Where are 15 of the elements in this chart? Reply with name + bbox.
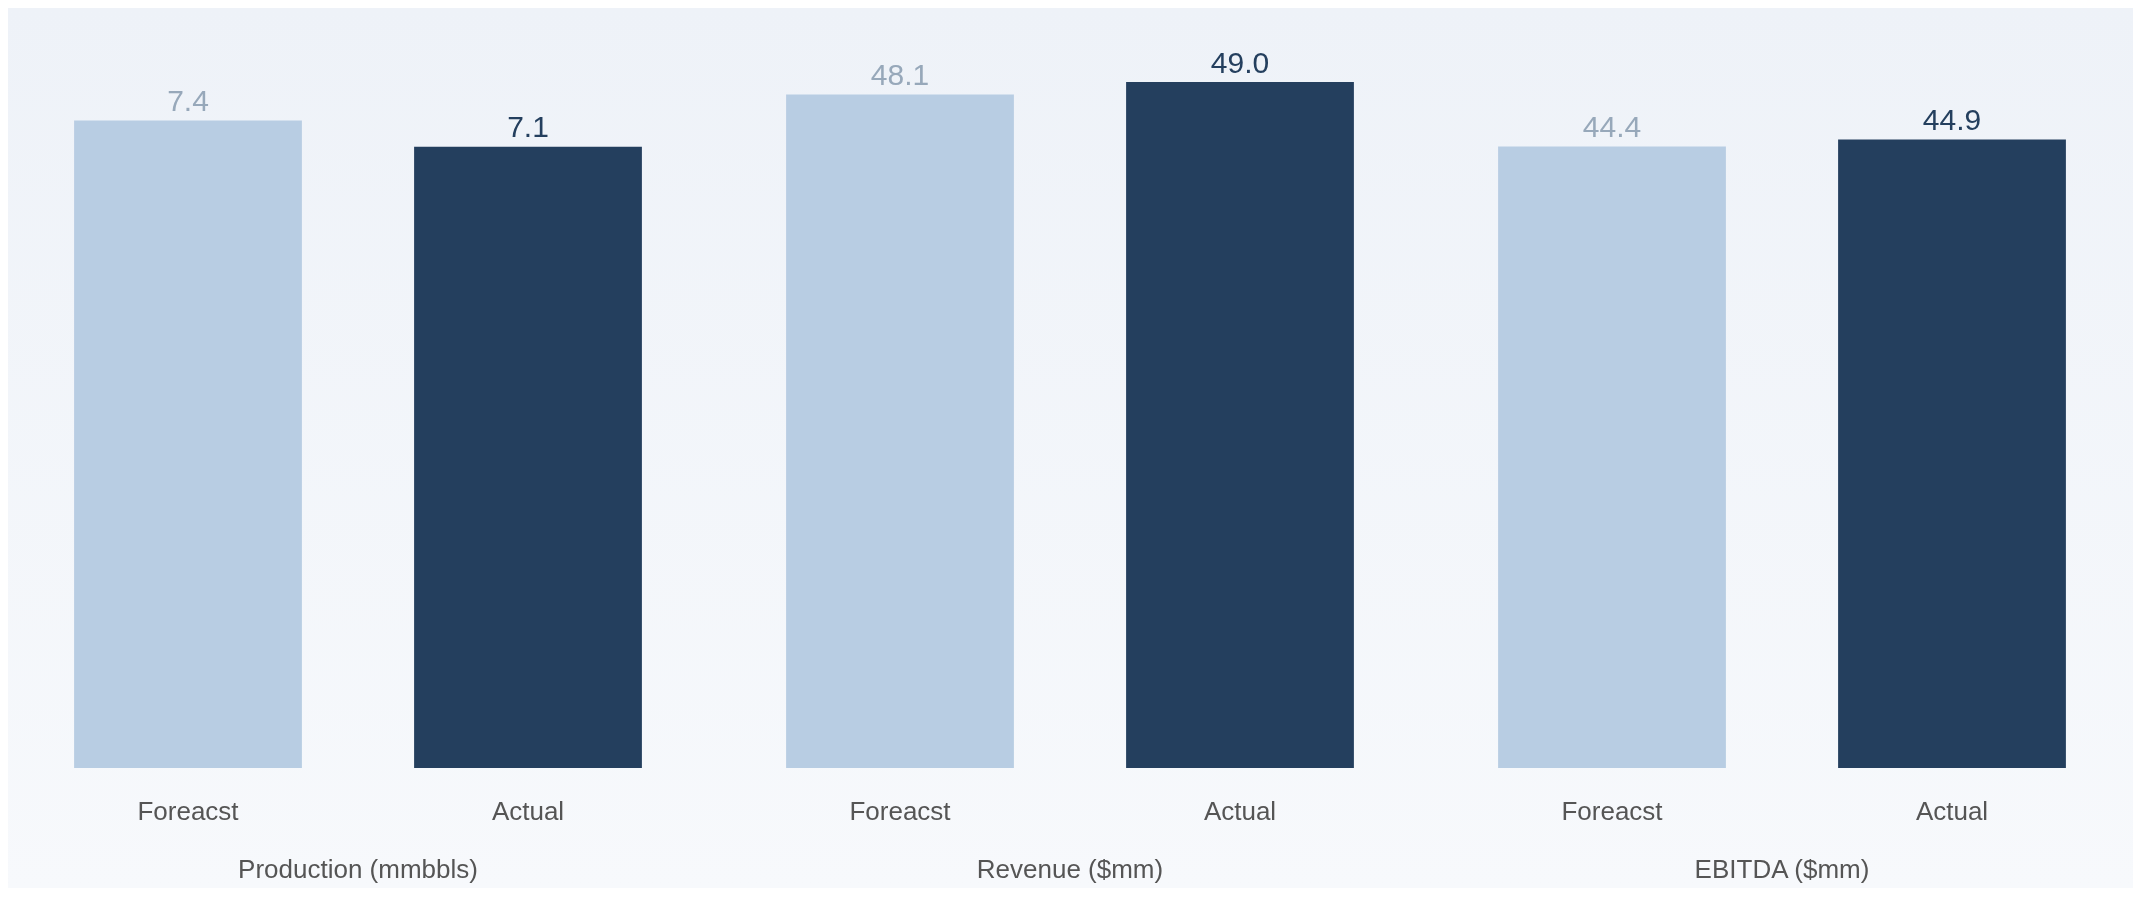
data-label: 7.1 <box>507 110 549 144</box>
data-label: 7.4 <box>167 84 209 117</box>
x-axis-title: Revenue ($mm) <box>976 854 1164 884</box>
x-axis-title: Production (mmbbls) <box>238 854 478 884</box>
data-label: 48.1 <box>870 58 930 92</box>
data-label: 44.4 <box>1582 109 1642 143</box>
x-tick-label: Foreacst <box>137 796 240 826</box>
x-tick-label: Foreacst <box>1561 796 1664 826</box>
x-axis-title: EBITDA ($mm) <box>1694 854 1870 884</box>
data-label: 49.0 <box>1210 45 1270 79</box>
x-tick-label: Actual <box>491 796 565 826</box>
x-tick-label: Foreacst <box>849 796 952 826</box>
x-tick-label: Actual <box>1915 796 1989 826</box>
x-tick-label: Actual <box>1203 796 1277 826</box>
data-label: 44.9 <box>1922 102 1982 136</box>
